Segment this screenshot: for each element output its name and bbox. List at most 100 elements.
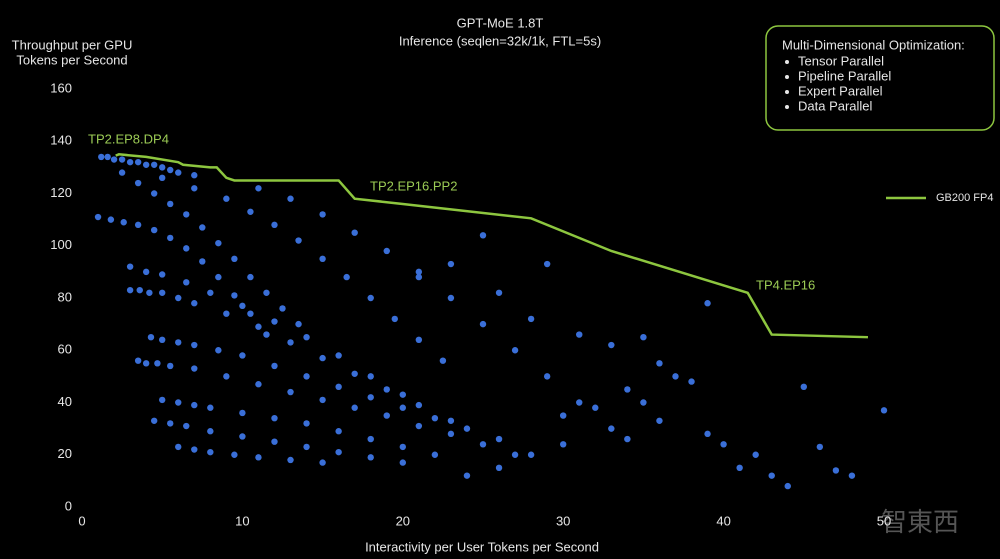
scatter-point	[624, 435, 631, 443]
info-box	[765, 25, 995, 131]
scatter-point	[415, 268, 423, 276]
scatter-point	[399, 404, 406, 411]
scatter-point	[175, 399, 182, 406]
scatter-point	[511, 451, 519, 458]
watermark: 智東西	[881, 507, 959, 537]
scatter-point	[207, 448, 214, 456]
info-item: Pipeline Parallel	[798, 68, 891, 83]
scatter-point	[167, 166, 174, 174]
scatter-point	[191, 446, 198, 453]
scatter-point	[800, 383, 807, 391]
scatter-point	[656, 417, 663, 424]
scatter-point	[191, 401, 198, 409]
x-tick-label: 30	[556, 513, 570, 528]
scatter-point	[287, 456, 294, 464]
scatter-point	[231, 292, 238, 299]
annotation: TP4.EP16	[756, 277, 815, 292]
scatter-point	[319, 459, 326, 466]
x-tick-label: 50	[877, 513, 891, 528]
bullet	[785, 60, 789, 64]
scatter-point	[110, 156, 118, 163]
scatter-point	[319, 255, 326, 263]
scatter-point	[247, 273, 254, 281]
scatter-point	[147, 333, 155, 341]
scatter-point	[159, 289, 166, 296]
bullet	[785, 105, 789, 109]
info-item: Expert Parallel	[798, 83, 883, 98]
scatter-point	[479, 441, 487, 448]
scatter-point	[287, 388, 294, 396]
scatter-point	[543, 260, 551, 268]
scatter-point	[183, 211, 190, 218]
scatter-point	[303, 373, 310, 380]
scatter-point	[752, 451, 759, 458]
bullet	[785, 75, 789, 79]
scatter-point	[383, 247, 390, 255]
scatter-point	[335, 352, 342, 359]
y-tick-label: 160	[50, 80, 72, 95]
scatter-point	[439, 357, 447, 364]
scatter-point	[150, 417, 158, 424]
scatter-point	[247, 208, 254, 215]
y-tick-label: 60	[58, 342, 72, 357]
scatter-point	[118, 169, 126, 176]
scatter-point	[367, 435, 374, 443]
scatter-point	[383, 386, 390, 393]
scatter-point	[150, 226, 158, 234]
scatter-point	[415, 422, 423, 430]
chart-subtitle: Inference (seqlen=32k/1k, FTL=5s)	[399, 33, 601, 48]
scatter-point	[415, 273, 423, 281]
y-tick-label: 120	[50, 185, 72, 200]
scatter-point	[183, 245, 190, 252]
scatter-point	[319, 211, 326, 218]
scatter-point	[576, 399, 583, 406]
scatter-point	[343, 273, 350, 281]
scatter-point	[295, 237, 302, 244]
scatter-point	[335, 383, 342, 391]
scatter-point	[688, 378, 695, 385]
scatter-point	[303, 333, 310, 341]
y-tick-label: 100	[50, 237, 72, 252]
scatter-point	[479, 320, 487, 328]
scatter-point	[560, 412, 567, 419]
scatter-point	[319, 396, 326, 404]
y-axis-label: Tokens per Second	[16, 52, 127, 67]
scatter-point	[768, 472, 775, 479]
scatter-point	[816, 443, 824, 451]
scatter-point	[239, 352, 246, 359]
scatter-point	[279, 305, 286, 312]
scatter-point	[191, 341, 198, 349]
scatter-point	[120, 219, 127, 226]
scatter-point	[239, 433, 246, 440]
scatter-point	[215, 347, 222, 354]
scatter-point	[215, 273, 222, 281]
scatter-point	[640, 399, 647, 406]
scatter-point	[134, 357, 142, 364]
scatter-point	[239, 409, 246, 417]
scatter-point	[383, 412, 390, 419]
scatter-point	[560, 441, 567, 448]
scatter-point	[367, 394, 374, 401]
scatter-point	[784, 482, 791, 490]
scatter-point	[159, 164, 166, 171]
scatter-point	[175, 339, 182, 346]
scatter-point	[335, 448, 342, 456]
scatter-point	[136, 286, 143, 294]
scatter-point	[231, 451, 238, 458]
scatter-point	[215, 239, 222, 247]
scatter-point	[94, 213, 102, 221]
scatter-point	[640, 333, 647, 341]
scatter-point	[255, 185, 262, 192]
scatter-point	[199, 224, 206, 231]
scatter-point	[704, 430, 711, 438]
scatter-point	[720, 441, 727, 448]
info-title: Multi-Dimensional Optimization:	[782, 37, 965, 52]
scatter-point	[287, 339, 294, 346]
scatter-point	[351, 404, 358, 411]
scatter-point	[447, 417, 455, 424]
scatter-point	[287, 195, 294, 202]
scatter-point	[463, 425, 471, 432]
scatter-point	[351, 370, 358, 377]
scatter-point	[527, 451, 535, 458]
